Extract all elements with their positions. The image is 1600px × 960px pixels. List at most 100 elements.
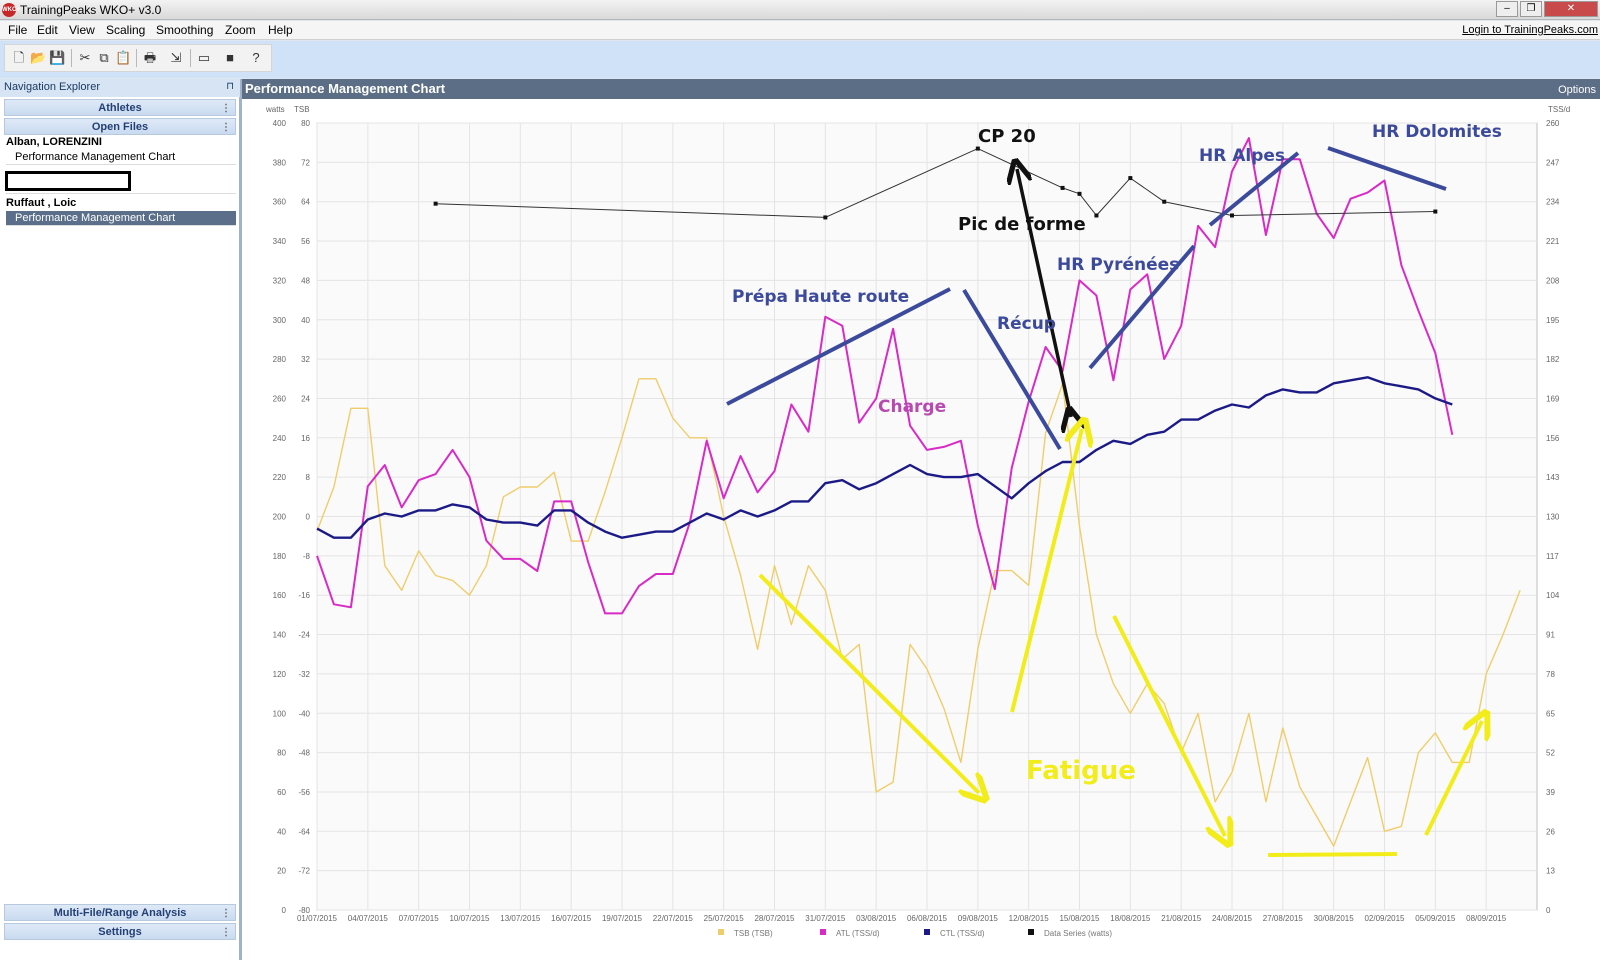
tsb-tick-label: -72 — [298, 867, 310, 876]
file-item[interactable]: Performance Management Chart — [6, 150, 236, 165]
menu-smoothing[interactable]: Smoothing — [156, 23, 214, 37]
watts-tick-label: 400 — [273, 119, 287, 128]
data-point — [975, 146, 980, 151]
x-tick-label: 21/08/2015 — [1161, 914, 1202, 923]
fatigue-arrow-2 — [1112, 615, 1225, 836]
data-point — [1230, 213, 1234, 218]
menu-zoom[interactable]: Zoom — [225, 23, 256, 37]
legend: TSB (TSB) ATL (TSS/d) CTL (TSS/d) Data Seri… — [718, 929, 1112, 938]
dolomites-trend-line — [1327, 146, 1447, 191]
series-line-ctl — [316, 376, 1453, 539]
x-tick-label: 12/08/2015 — [1009, 914, 1050, 923]
app-logo-icon: WKO+ — [2, 3, 20, 17]
athlete-name[interactable]: Ruffaut , Loic — [6, 197, 77, 209]
tsb-tick-label: 80 — [301, 119, 310, 128]
watts-tick-label: 280 — [273, 355, 287, 364]
tsb-tick-label: 0 — [306, 513, 311, 522]
tss-tick-label: 117 — [1546, 552, 1559, 561]
grip-icon: ⋮ — [221, 122, 231, 133]
tss-tick-label: 208 — [1546, 276, 1560, 285]
menu-scaling[interactable]: Scaling — [106, 23, 146, 37]
multi-file-section[interactable]: Multi-File/Range Analysis ⋮ — [4, 904, 236, 921]
data-point — [1128, 176, 1133, 181]
menu-view[interactable]: View — [69, 23, 95, 37]
athletes-label: Athletes — [98, 102, 142, 114]
legend-swatch — [820, 929, 826, 935]
help-icon[interactable]: ? — [252, 50, 260, 65]
file-item-selected[interactable]: Performance Management Chart — [6, 211, 236, 226]
annotation-recup: Récup — [997, 314, 1056, 334]
chart-title: Performance Management Chart — [245, 81, 446, 96]
close-button[interactable]: ✕ — [1544, 1, 1598, 17]
tsb-tick-label: 48 — [301, 276, 310, 285]
save-icon[interactable]: 💾 — [49, 50, 66, 65]
tss-tick-label: 156 — [1546, 434, 1560, 443]
open-folder-icon[interactable]: 📂 — [30, 50, 47, 65]
tss-tick-label: 52 — [1546, 749, 1555, 758]
paste-icon[interactable]: 📋 — [115, 50, 132, 65]
copy-icon[interactable]: ⧉ — [99, 50, 109, 65]
watts-tick-label: 160 — [273, 591, 287, 600]
tss-tick-label: 65 — [1546, 709, 1555, 718]
watts-unit-label: watts — [265, 105, 285, 114]
print-icon[interactable]: 🖶 — [143, 50, 157, 65]
grip-icon: ⋮ — [221, 927, 231, 938]
annotation-prepa: Prépa Haute route — [732, 287, 909, 307]
new-file-icon[interactable]: 🗋 — [13, 50, 25, 65]
x-tick-label: 16/07/2015 — [551, 914, 592, 923]
tss-tick-label: 104 — [1546, 591, 1560, 600]
legend-label: TSB (TSB) — [734, 929, 773, 938]
settings-section[interactable]: Settings ⋮ — [4, 923, 236, 940]
tss-tick-label: 221 — [1546, 237, 1560, 246]
menu-help[interactable]: Help — [268, 23, 293, 37]
menu-edit[interactable]: Edit — [37, 23, 58, 37]
options-link[interactable]: Options — [1558, 84, 1596, 96]
tss-tick-label: 234 — [1546, 198, 1560, 207]
import-icon[interactable]: ⇲ — [170, 50, 182, 65]
device-icon[interactable]: ▭ — [197, 50, 211, 65]
annotation-hr-dolomites: HR Dolomites — [1372, 122, 1502, 142]
annotation-cp20: CP 20 — [978, 126, 1036, 147]
x-tick-label: 10/07/2015 — [449, 914, 490, 923]
tss-tick-label: 182 — [1546, 355, 1560, 364]
multi-file-label: Multi-File/Range Analysis — [53, 907, 187, 919]
menu-bar: File Edit View Scaling Smoothing Zoom He… — [0, 21, 1600, 40]
tsb-tick-label: -8 — [303, 552, 311, 561]
stop-icon[interactable]: ■ — [226, 50, 234, 65]
x-tick-label: 07/07/2015 — [399, 914, 440, 923]
athlete-name[interactable]: Alban, LORENZINI — [6, 136, 102, 148]
tss-tick-label: 39 — [1546, 788, 1555, 797]
legend-swatch — [924, 929, 930, 935]
tss-tick-label: 0 — [1546, 906, 1551, 915]
data-point — [1060, 185, 1065, 190]
cut-icon[interactable]: ✂ — [79, 50, 91, 65]
login-link[interactable]: Login to TrainingPeaks.com — [1462, 24, 1598, 36]
tsb-tick-label: -48 — [298, 749, 310, 758]
tss-tick-label: 130 — [1546, 513, 1560, 522]
minimize-button[interactable]: – — [1496, 1, 1518, 17]
recovery-arrow — [1424, 721, 1482, 836]
tsb-tick-label: 24 — [301, 394, 310, 403]
tsb-tick-label: 8 — [306, 473, 311, 482]
pin-icon[interactable]: ⊓ — [226, 81, 234, 92]
watts-tick-label: 140 — [273, 631, 287, 640]
athletes-section[interactable]: Athletes ⋮ — [4, 99, 236, 116]
series-line-data — [435, 148, 1436, 218]
fatigue-arrow-1 — [758, 573, 979, 793]
watts-tick-label: 60 — [277, 788, 286, 797]
series-line-atl — [316, 137, 1454, 615]
x-tick-label: 27/08/2015 — [1263, 914, 1304, 923]
tss-tick-label: 169 — [1546, 394, 1560, 403]
annotation-hr-alpes: HR Alpes — [1199, 146, 1285, 166]
tsb-tick-label: -40 — [298, 709, 310, 718]
legend-label: Data Series (watts) — [1044, 929, 1112, 938]
open-files-section[interactable]: Open Files ⋮ — [4, 118, 236, 135]
data-point — [1433, 209, 1438, 214]
menu-file[interactable]: File — [8, 23, 28, 37]
x-tick-label: 09/08/2015 — [958, 914, 999, 923]
toolbar-separator — [71, 49, 72, 67]
restore-button[interactable]: ❐ — [1520, 1, 1542, 17]
tsb-tick-label: -64 — [298, 827, 310, 836]
watts-tick-label: 20 — [277, 867, 286, 876]
